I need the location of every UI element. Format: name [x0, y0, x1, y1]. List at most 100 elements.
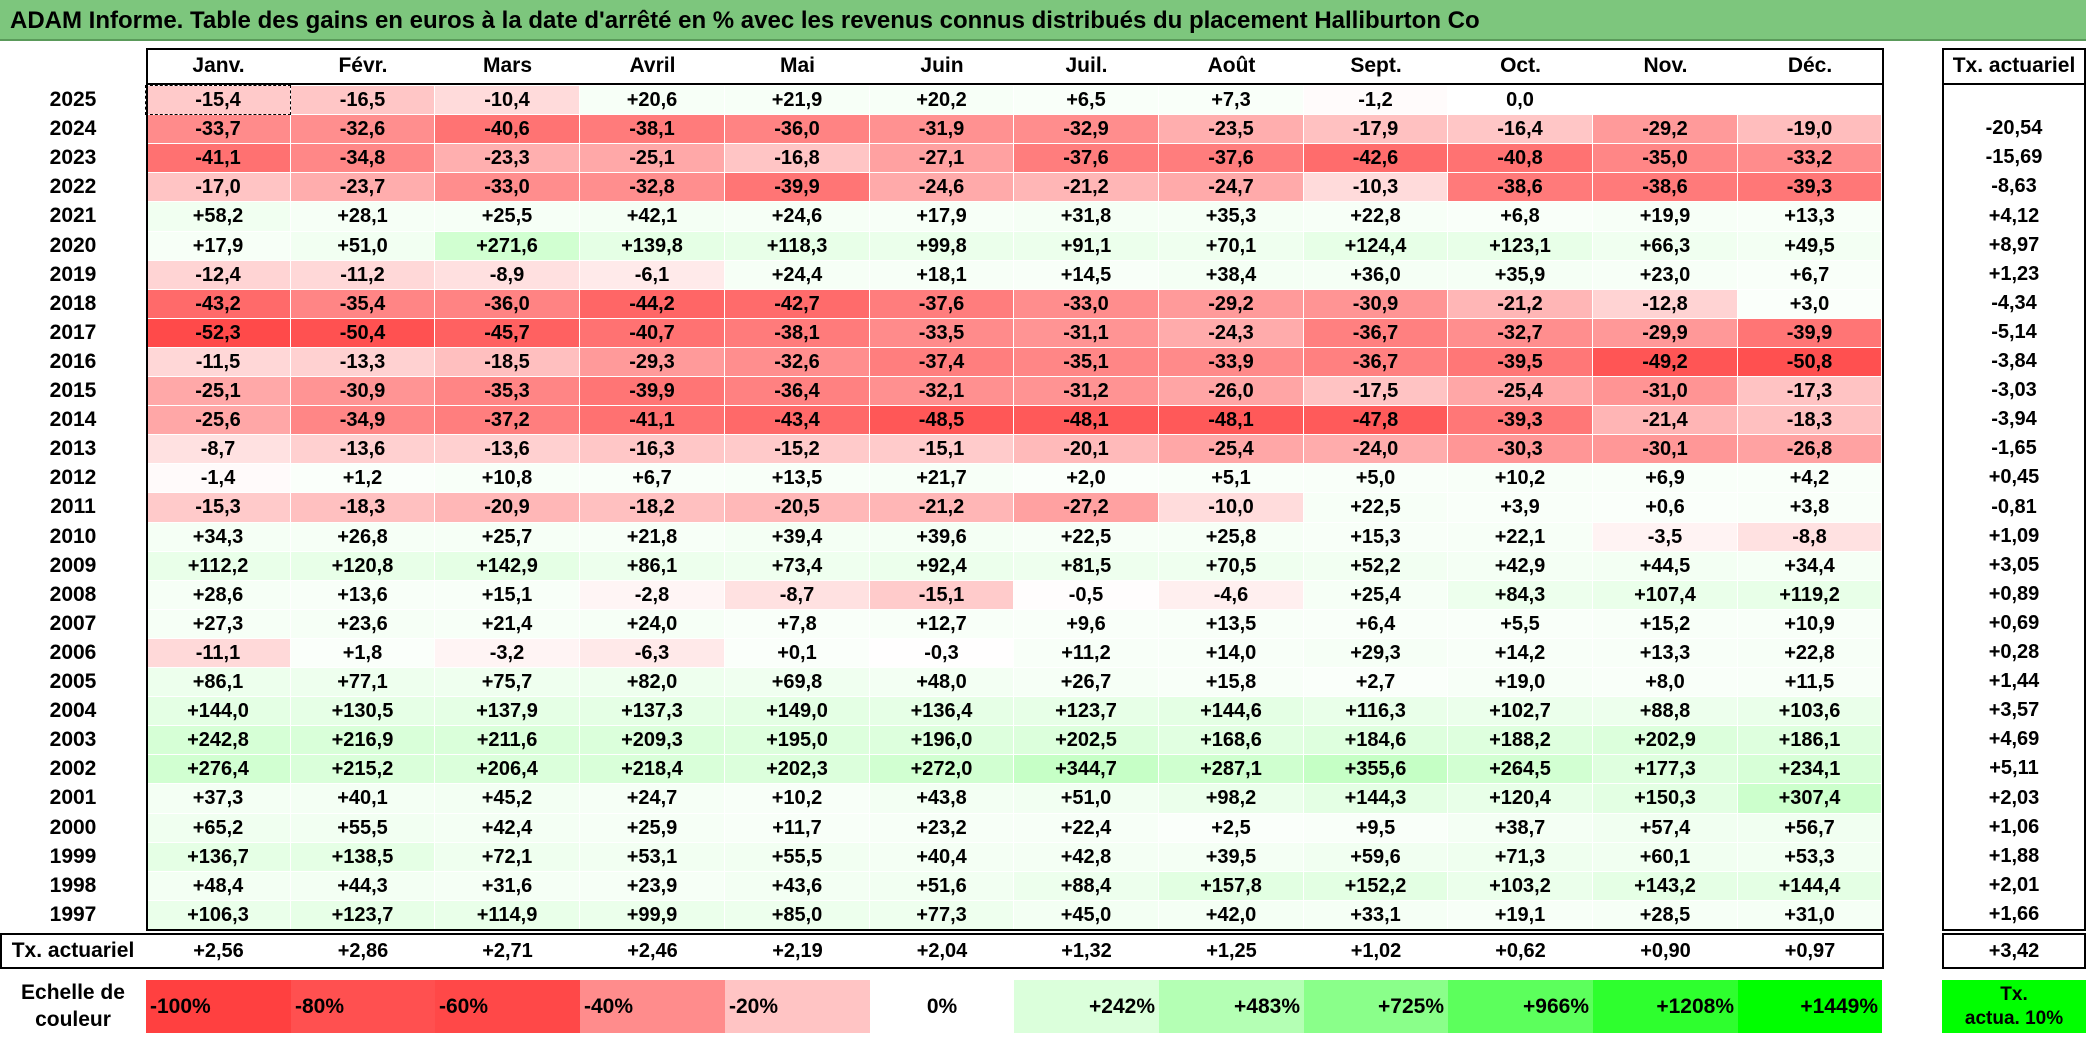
gain-cell: +10,2 — [1448, 464, 1592, 492]
year-label: 2009 — [49, 554, 97, 577]
gain-cell: +120,8 — [291, 552, 434, 580]
gain-cell: -49,2 — [1593, 348, 1737, 376]
footer-rate-cell: +0,90 — [1640, 940, 1691, 962]
gain-cell: +11,2 — [1014, 639, 1158, 667]
year-label: 2012 — [49, 466, 97, 489]
report-title: ADAM Informe. Table des gains en euros à… — [0, 0, 2086, 41]
gain-cell: -41,1 — [580, 406, 724, 434]
gain-cell: +0,1 — [725, 639, 869, 667]
gain-cell: +114,9 — [435, 901, 579, 929]
gain-cell: +24,6 — [725, 202, 869, 231]
gain-cell: -30,9 — [291, 377, 434, 405]
gain-cell: -11,2 — [291, 261, 434, 289]
gain-cell: +143,2 — [1593, 872, 1737, 900]
gain-cell: -25,1 — [146, 377, 290, 405]
gain-cell: -37,6 — [1014, 144, 1158, 172]
gain-cell: -32,6 — [725, 348, 869, 376]
gain-cell: +70,1 — [1159, 232, 1303, 260]
gain-cell: +39,4 — [725, 523, 869, 551]
gain-cell: -19,0 — [1738, 115, 1881, 143]
gain-cell: -3,5 — [1593, 523, 1737, 551]
footer-rate-cell: +1,02 — [1350, 940, 1402, 962]
gain-cell: +82,0 — [580, 668, 724, 696]
gain-cell: +150,3 — [1593, 784, 1737, 813]
gain-cell: -32,8 — [580, 173, 724, 201]
gain-cell: +10,2 — [725, 784, 869, 813]
month-header: Janv. — [192, 54, 245, 77]
gain-cell: -39,3 — [1738, 173, 1881, 201]
actuarial-rate-cell: +0,89 — [1988, 583, 2040, 605]
actuarial-header: Tx. actuariel — [1952, 54, 2076, 77]
gain-cell: -17,5 — [1304, 377, 1447, 405]
gain-cell: +45,0 — [1014, 901, 1158, 929]
gain-cell: +22,5 — [1304, 493, 1447, 522]
gain-cell: +23,2 — [870, 814, 1013, 842]
gain-cell: +84,3 — [1448, 581, 1592, 609]
gain-cell: +24,0 — [580, 610, 724, 638]
year-label: 2017 — [49, 321, 97, 344]
gain-cell: -18,2 — [580, 493, 724, 522]
gain-cell: -25,1 — [580, 144, 724, 172]
gain-cell: -35,4 — [291, 290, 434, 318]
actuarial-rate-cell: +0,45 — [1988, 466, 2040, 488]
gain-cell: +137,3 — [580, 697, 724, 725]
gain-cell: -42,6 — [1304, 144, 1447, 172]
gain-cell: -35,1 — [1014, 348, 1158, 376]
month-header: Juin — [920, 54, 964, 77]
gain-cell: +14,5 — [1014, 261, 1158, 289]
gain-cell: +66,3 — [1593, 232, 1737, 260]
gain-cell: +13,6 — [291, 581, 434, 609]
footer-rate-cell: +2,86 — [337, 940, 389, 962]
gain-cell: -24,0 — [1304, 435, 1447, 463]
gain-cell: -33,7 — [146, 115, 290, 143]
gain-cell: +3,9 — [1448, 493, 1592, 522]
gain-cell: +8,0 — [1593, 668, 1737, 696]
gain-cell: +17,9 — [870, 202, 1013, 231]
gain-cell — [1738, 86, 1881, 114]
gain-cell: +48,0 — [870, 668, 1013, 696]
gain-cell: -32,9 — [1014, 115, 1158, 143]
scale-step: +483% — [1159, 980, 1304, 1033]
gain-cell: -13,6 — [435, 435, 579, 463]
gain-cell: +77,3 — [870, 901, 1013, 929]
gain-cell: -38,6 — [1448, 173, 1592, 201]
footer-rate-cell: +0,62 — [1495, 940, 1546, 962]
gain-cell: +70,5 — [1159, 552, 1303, 580]
gain-cell: -31,1 — [1014, 319, 1158, 347]
actuarial-rate-cell: +0,69 — [1988, 612, 2040, 634]
gain-cell: -10,3 — [1304, 173, 1447, 201]
gain-cell: +184,6 — [1304, 726, 1447, 754]
month-header: Nov. — [1643, 54, 1688, 77]
gain-cell: +144,0 — [146, 697, 290, 725]
month-header: Févr. — [338, 54, 388, 77]
gain-cell: +218,4 — [580, 755, 724, 783]
scale-label-line: couleur — [35, 1008, 111, 1031]
gain-cell: -13,6 — [291, 435, 434, 463]
gain-cell: +21,8 — [580, 523, 724, 551]
actuarial-rate-cell: +1,09 — [1988, 525, 2040, 547]
gain-cell: +5,1 — [1159, 464, 1303, 492]
gain-cell: +25,5 — [435, 202, 579, 231]
gain-cell: -24,6 — [870, 173, 1013, 201]
gain-cell: +26,7 — [1014, 668, 1158, 696]
gain-cell: -6,3 — [580, 639, 724, 667]
gain-cell: +186,1 — [1738, 726, 1881, 754]
scale-step: -20% — [725, 980, 870, 1033]
gain-cell: +144,6 — [1159, 697, 1303, 725]
gain-cell: +119,2 — [1738, 581, 1881, 609]
gain-cell: +43,8 — [870, 784, 1013, 813]
gain-cell: -27,1 — [870, 144, 1013, 172]
gain-cell: -37,6 — [870, 290, 1013, 318]
gain-cell: +25,4 — [1304, 581, 1447, 609]
month-header: Avril — [629, 54, 676, 77]
gain-cell: +1,8 — [291, 639, 434, 667]
gain-cell: +9,5 — [1304, 814, 1447, 842]
gain-cell: +88,8 — [1593, 697, 1737, 725]
actuarial-rate-cell: -3,94 — [1991, 408, 2037, 430]
gain-cell: +242,8 — [146, 726, 290, 754]
gain-cell: -20,1 — [1014, 435, 1158, 463]
actuarial-rate-cell: +1,06 — [1988, 816, 2040, 838]
gain-cell: -45,7 — [435, 319, 579, 347]
gain-cell: +19,9 — [1593, 202, 1737, 231]
gain-cell: +6,5 — [1014, 86, 1158, 114]
